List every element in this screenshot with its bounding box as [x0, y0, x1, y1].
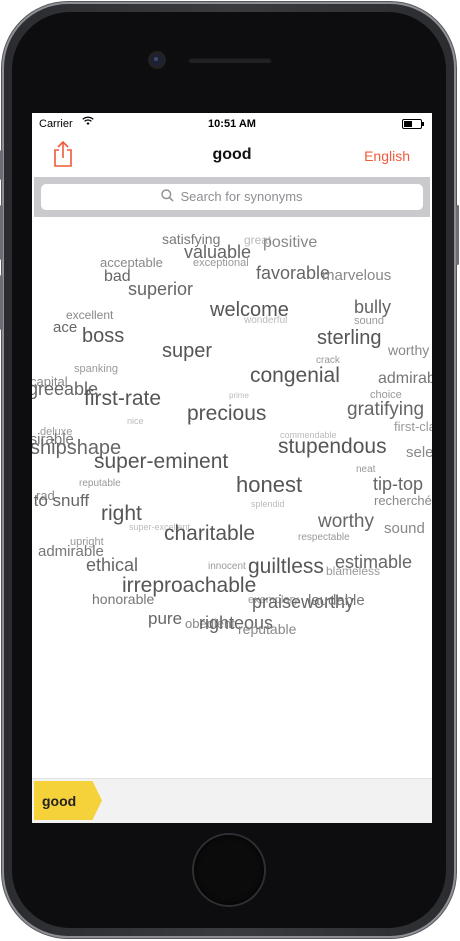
synonym-word[interactable]: spanking	[74, 363, 119, 375]
synonym-word[interactable]: charitable	[164, 522, 256, 545]
synonym-word[interactable]: ethical	[86, 555, 139, 575]
synonym-word[interactable]: pure	[148, 609, 183, 628]
synonym-word[interactable]: marvelous	[322, 267, 392, 284]
synonym-word[interactable]: precious	[187, 402, 267, 425]
synonym-word[interactable]: irreproachable	[122, 574, 257, 597]
synonym-word[interactable]: reputable	[238, 621, 297, 637]
synonym-word[interactable]: select	[406, 444, 432, 461]
synonym-word[interactable]: admirable	[38, 543, 104, 560]
synonym-word[interactable]: choice	[370, 389, 402, 401]
synonym-word[interactable]: righteous	[199, 613, 274, 633]
volume-down-button	[0, 275, 3, 330]
language-button[interactable]: English	[364, 148, 410, 164]
synonym-word[interactable]: deluxe	[40, 426, 73, 438]
power-button	[456, 205, 459, 265]
synonym-word[interactable]: agreeable	[32, 379, 99, 399]
clock: 10:51 AM	[208, 118, 256, 130]
synonym-word[interactable]: laudable	[308, 592, 365, 609]
navigation-bar: good English	[32, 135, 432, 177]
synonym-word[interactable]: positive	[263, 234, 318, 251]
history-bar: good	[32, 778, 432, 823]
synonym-word[interactable]: wonderful	[244, 315, 288, 326]
share-icon[interactable]	[52, 140, 74, 167]
synonym-word[interactable]: worthy	[318, 511, 374, 532]
synonym-word[interactable]: sound	[384, 520, 425, 537]
history-tag-label: good	[42, 793, 77, 809]
home-button[interactable]	[194, 835, 264, 905]
synonym-word[interactable]: ace	[53, 319, 78, 336]
synonym-word[interactable]: super-eminent	[94, 450, 229, 473]
front-camera-icon	[151, 54, 163, 66]
synonym-word[interactable]: acceptable	[100, 255, 163, 270]
app-screen: Carrier 10:51 AM good English Search for…	[32, 113, 432, 823]
synonym-word[interactable]: right	[101, 502, 142, 525]
synonym-word[interactable]: reputable	[79, 478, 121, 489]
mute-switch	[0, 150, 3, 180]
search-icon	[161, 185, 174, 211]
synonym-word[interactable]: congenial	[250, 364, 340, 387]
synonym-word[interactable]: neat	[356, 464, 376, 475]
synonym-word[interactable]: desirable	[32, 431, 74, 448]
synonym-word[interactable]: honest	[236, 472, 303, 497]
synonym-word[interactable]: prime	[229, 391, 250, 400]
synonym-word[interactable]: gratifying	[347, 399, 425, 420]
search-input[interactable]: Search for synonyms	[41, 184, 423, 210]
synonym-word[interactable]: first-class	[394, 419, 432, 434]
synonym-word[interactable]: stupendous	[278, 435, 387, 458]
synonym-word[interactable]: favorable	[256, 263, 331, 283]
synonym-word[interactable]: satisfying	[162, 231, 221, 247]
synonym-word[interactable]: obedient	[185, 616, 235, 631]
synonym-word[interactable]: blameless	[326, 564, 381, 578]
status-bar: Carrier 10:51 AM	[32, 113, 432, 135]
synonym-word[interactable]: upright	[70, 536, 104, 548]
synonym-word[interactable]: excellent	[66, 308, 114, 322]
synonym-word[interactable]: up to snuff	[32, 491, 90, 510]
search-bar: Search for synonyms	[34, 177, 430, 217]
synonym-word[interactable]: praiseworthy	[252, 592, 355, 612]
synonym-word[interactable]: crack	[316, 355, 340, 366]
synonym-word[interactable]: capital	[32, 374, 68, 389]
synonym-word[interactable]: splendid	[251, 499, 285, 509]
synonym-word[interactable]: recherché	[374, 493, 432, 508]
wifi-icon	[82, 116, 94, 129]
page-title: good	[212, 146, 252, 163]
synonym-word[interactable]: exemplary	[248, 594, 299, 606]
volume-up-button	[0, 205, 3, 260]
synonym-word[interactable]: super	[162, 340, 213, 362]
history-tag[interactable]: good	[34, 781, 102, 820]
synonym-word[interactable]: sterling	[317, 327, 382, 349]
synonym-word[interactable]: superior	[128, 279, 194, 299]
synonym-word[interactable]: first-rate	[84, 387, 162, 410]
synonym-word[interactable]: honorable	[92, 591, 155, 607]
search-placeholder: Search for synonyms	[180, 189, 303, 204]
synonym-word[interactable]: valuable	[184, 242, 252, 262]
synonym-cloud: satisfying great positive valuable acceptabl…	[32, 217, 432, 777]
synonym-word[interactable]: respectable	[298, 532, 350, 543]
carrier-label: Carrier	[39, 118, 73, 130]
synonym-word[interactable]: worthy	[388, 342, 430, 358]
synonym-word[interactable]: great	[244, 233, 272, 247]
synonym-word[interactable]: bully	[354, 297, 392, 317]
synonym-word[interactable]: commendable	[280, 430, 337, 440]
synonym-word[interactable]: rad	[36, 488, 55, 503]
synonym-word[interactable]: sound	[354, 315, 384, 327]
synonym-word[interactable]: nice	[127, 416, 144, 426]
synonym-word[interactable]: welcome	[210, 299, 289, 321]
synonym-word[interactable]: admirable	[378, 370, 432, 387]
synonym-word[interactable]: guiltless	[248, 555, 324, 578]
synonym-word[interactable]: bad	[104, 268, 131, 285]
synonym-word[interactable]: estimable	[335, 552, 413, 572]
synonym-word[interactable]: tip-top	[373, 474, 424, 494]
synonym-word[interactable]: exceptional	[193, 257, 249, 269]
battery-icon	[402, 119, 424, 129]
earpiece-speaker	[188, 57, 272, 63]
synonym-word[interactable]: innocent	[208, 561, 246, 572]
synonym-word[interactable]: boss	[82, 325, 125, 347]
synonym-word[interactable]: shipshape	[32, 437, 122, 459]
synonym-word[interactable]: super-excellent	[129, 522, 191, 532]
